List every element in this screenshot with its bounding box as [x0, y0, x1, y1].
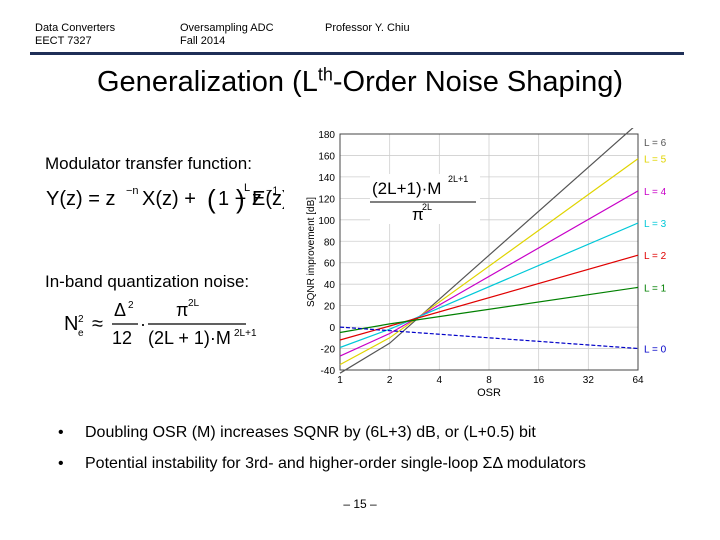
svg-text:(2L + 1)·M: (2L + 1)·M [148, 328, 231, 348]
annotation-den-sup: 2L [422, 202, 432, 212]
modulator-transfer-equation-tail: ) L E(z) [236, 182, 284, 214]
y-tick-label: 40 [324, 280, 336, 291]
svg-text:1 − z: 1 − z [218, 188, 262, 210]
legend-label: L = 6 [644, 138, 667, 149]
page-number: – 15 – [343, 497, 377, 511]
annotation-numerator: (2L+1)·M [372, 179, 441, 198]
course-code: EECT 7327 [35, 35, 92, 47]
inband-noise-equation: N 2 e ≈ Δ 2 12 · π 2L (2L + 1)·M 2L+1 [64, 298, 257, 348]
svg-text:·: · [140, 314, 146, 334]
header-divider [30, 52, 684, 55]
x-tick-label: 32 [583, 375, 595, 386]
x-tick-label: 4 [437, 375, 443, 386]
bullet-marker: • [58, 424, 64, 441]
legend-label: L = 0 [644, 345, 667, 356]
annotation-num-sup: 2L+1 [448, 174, 468, 184]
svg-text:X(z) +: X(z) + [142, 188, 196, 210]
y-tick-label: -20 [321, 345, 336, 356]
legend-label: L = 1 [644, 283, 667, 294]
series-line [339, 254, 639, 341]
x-tick-label: 2 [387, 375, 393, 386]
svg-text:2: 2 [78, 314, 84, 325]
svg-text:2: 2 [128, 300, 134, 311]
svg-text:−n: −n [126, 185, 139, 197]
semester: Fall 2014 [180, 35, 226, 47]
x-tick-label: 1 [337, 375, 343, 386]
instructor-name: Professor Y. Chiu [325, 22, 410, 34]
svg-text:−1: −1 [266, 185, 276, 197]
svg-text:e: e [78, 328, 84, 339]
x-tick-label: 16 [533, 375, 545, 386]
svg-text:12: 12 [112, 328, 132, 348]
svg-text:2L: 2L [188, 298, 200, 309]
series-line [339, 158, 639, 366]
annotation-denominator: π [412, 205, 424, 224]
plot-frame [339, 133, 639, 371]
x-tick-label: 8 [486, 375, 492, 386]
inband-noise-label: In-band quantization noise: [45, 272, 250, 291]
x-tick-label: 64 [632, 375, 644, 386]
course-name: Data Converters [35, 22, 116, 34]
lecture-name: Oversampling ADC [180, 22, 274, 34]
legend-label: L = 2 [644, 251, 667, 262]
sqnr-chart: -40 -20 0 20 40 60 80 100 120 140 160 180 1 2 4 8 16 32 64… [306, 128, 667, 398]
y-tick-label: 180 [318, 130, 335, 141]
series-line [339, 190, 639, 357]
svg-text:E(z): E(z) [252, 188, 284, 210]
slide-title: Generalization (Lth-Order Noise Shaping) [0, 64, 720, 99]
svg-text:Δ: Δ [114, 300, 126, 320]
annotation-box [370, 174, 480, 224]
bullet-text: Potential instability for 3rd- and highe… [85, 455, 586, 472]
lecture-topic: Oversampling ADC Fall 2014 [180, 22, 274, 48]
svg-text:L: L [244, 182, 250, 194]
svg-text:≈: ≈ [92, 313, 103, 335]
legend-label: L = 3 [644, 219, 667, 230]
y-tick-label: 140 [318, 173, 335, 184]
svg-text:2L+1: 2L+1 [234, 328, 257, 339]
title-post: -Order Noise Shaping) [332, 66, 623, 98]
series-line [339, 326, 639, 350]
y-tick-label: 160 [318, 151, 335, 162]
course-title: Data Converters EECT 7327 [35, 22, 115, 48]
modulator-transfer-label: Modulator transfer function: [45, 154, 252, 173]
legend-label: L = 5 [644, 155, 667, 166]
legend-label: L = 4 [644, 187, 667, 198]
svg-text:Y(z) = z: Y(z) = z [46, 188, 115, 210]
bullet-text: Doubling OSR (M) increases SQNR by (6L+3… [85, 424, 536, 441]
y-tick-label: 0 [329, 323, 335, 334]
y-tick-label: -40 [321, 366, 336, 377]
svg-text:π: π [176, 300, 188, 320]
svg-text:): ) [236, 184, 245, 214]
instructor: Professor Y. Chiu [325, 22, 410, 35]
y-axis-label: SQNR improvement [dB] [306, 197, 317, 307]
y-tick-label: 60 [324, 259, 336, 270]
y-tick-label: 80 [324, 237, 336, 248]
title-sup: th [317, 64, 333, 85]
bullet-marker: • [58, 455, 64, 472]
title-pre: Generalization (L [97, 66, 318, 98]
series-line [339, 286, 639, 334]
x-axis-label: OSR [477, 387, 501, 398]
modulator-transfer-equation: Y(z) = z −n X(z) + ( 1 − z −1 [46, 184, 276, 214]
y-tick-label: 120 [318, 194, 335, 205]
y-tick-label: 20 [324, 302, 336, 313]
svg-text:(: ( [207, 184, 216, 214]
y-tick-label: 100 [318, 216, 335, 227]
series-line [339, 128, 634, 374]
series-line [339, 222, 639, 349]
svg-text:N: N [64, 313, 78, 335]
